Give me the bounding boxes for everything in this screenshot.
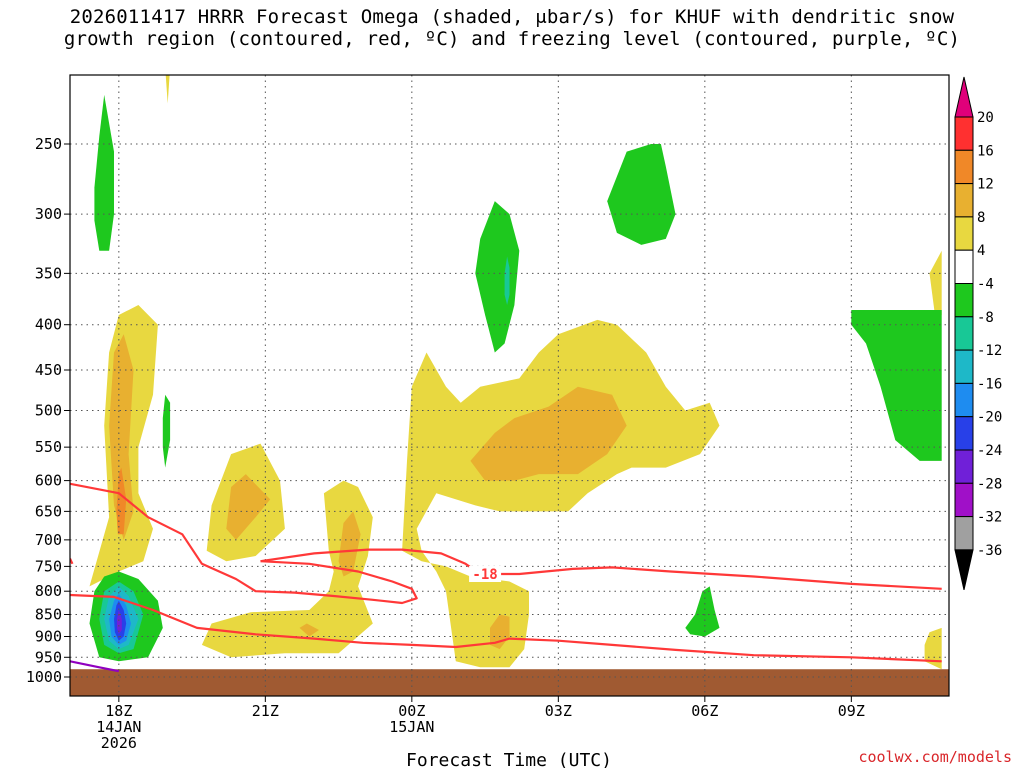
omega-region-8-1 bbox=[109, 334, 134, 540]
colorbar-swatch-11 bbox=[954, 482, 974, 518]
y-tick-label-350: 350 bbox=[35, 264, 62, 282]
omega-region-neg24-26 bbox=[116, 610, 122, 635]
colorbar-swatch-6 bbox=[954, 316, 974, 351]
y-tick-label-600: 600 bbox=[35, 472, 62, 490]
colorbar-swatch-3 bbox=[954, 216, 974, 251]
colorbar-swatch-5 bbox=[954, 283, 974, 318]
omega-region-4-11 bbox=[924, 627, 942, 670]
omega-region-4-13 bbox=[165, 75, 170, 104]
contour-0-3 bbox=[70, 660, 120, 673]
x-tick-label-21Z: 21Z bbox=[252, 702, 279, 720]
colorbar-label-6: -8 bbox=[977, 310, 994, 326]
chart-title: 2026011417 HRRR Forecast Omega (shaded, … bbox=[0, 6, 1024, 50]
omega-region-neg4-18 bbox=[607, 144, 676, 245]
colorbar-bottom-arrow bbox=[954, 549, 974, 591]
colorbar-swatch-8 bbox=[954, 382, 974, 418]
y-tick-label-750: 750 bbox=[35, 557, 62, 575]
x-tick-label-00Z: 00Z bbox=[398, 702, 425, 720]
omega-region-4-12 bbox=[929, 250, 942, 315]
colorbar-swatch-9 bbox=[954, 416, 974, 451]
y-tick-label-550: 550 bbox=[35, 438, 62, 456]
y-axis: 250 300 350 400 450 500 550 600 650 700 750 800 850 9… bbox=[26, 135, 70, 686]
y-tick-label-900: 900 bbox=[35, 627, 62, 645]
x-tick-label-03Z: 03Z bbox=[545, 702, 572, 720]
colorbar-label-1: 16 bbox=[977, 143, 994, 159]
colorbar-label-4: 4 bbox=[977, 243, 985, 259]
colorbar-label-10: -24 bbox=[977, 443, 1002, 459]
y-tick-label-400: 400 bbox=[35, 316, 62, 334]
colorbar-label-8: -16 bbox=[977, 376, 1002, 392]
x-tick-date-00Z: 15JAN bbox=[389, 718, 434, 736]
y-tick-label-650: 650 bbox=[35, 502, 62, 520]
contour-label-bg-0 bbox=[469, 566, 502, 583]
colorbar-label-7: -12 bbox=[977, 343, 1002, 359]
colorbar-swatch-1 bbox=[954, 149, 974, 185]
colorbar-label-9: -20 bbox=[977, 410, 1002, 426]
omega-region-8-6 bbox=[338, 511, 361, 577]
contour-label-0: -18 bbox=[472, 567, 497, 583]
y-tick-label-850: 850 bbox=[35, 606, 62, 624]
x-tick-date-18Z: 14JAN bbox=[96, 718, 141, 736]
terrain-layer bbox=[70, 669, 949, 696]
colorbar-swatch-0 bbox=[954, 116, 974, 151]
colorbar-swatch-7 bbox=[954, 349, 974, 384]
omega-region-neg4-19 bbox=[685, 586, 720, 637]
title-line-2: growth region (contoured, red, ºC) and f… bbox=[63, 28, 961, 50]
y-tick-label-800: 800 bbox=[35, 582, 62, 600]
title-line-1: 2026011417 HRRR Forecast Omega (shaded, … bbox=[69, 6, 955, 28]
colorbar-swatch-4 bbox=[954, 249, 974, 284]
colorbar-label-12: -32 bbox=[977, 510, 1002, 526]
colorbar-top-arrow bbox=[954, 76, 974, 118]
omega-region-neg8-17 bbox=[504, 256, 510, 305]
colorbar-swatch-2 bbox=[954, 183, 974, 218]
contour-neg12-0 bbox=[70, 482, 418, 605]
y-tick-label-700: 700 bbox=[35, 531, 62, 549]
y-tick-label-450: 450 bbox=[35, 361, 62, 379]
colorbar: 20 16 12 8 4 -4 -8 -12 -16 -20 -24 -28 -32 -36 bbox=[954, 76, 1002, 591]
x-tick-label-09Z: 09Z bbox=[838, 702, 865, 720]
y-tick-label-950: 950 bbox=[35, 648, 62, 666]
y-tick-label-500: 500 bbox=[35, 402, 62, 420]
y-tick-label-1000: 1000 bbox=[26, 668, 62, 686]
colorbar-label-5: -4 bbox=[977, 277, 994, 293]
omega-region-4-5 bbox=[201, 480, 373, 658]
colorbar-label-11: -28 bbox=[977, 476, 1002, 492]
x-tick-label-06Z: 06Z bbox=[691, 702, 718, 720]
x-tick-year-18Z: 2026 bbox=[101, 734, 137, 752]
omega-region-neg4-14 bbox=[94, 94, 114, 251]
contour-neg12-2 bbox=[70, 593, 942, 663]
x-axis-label: Forecast Time (UTC) bbox=[406, 750, 612, 768]
colorbar-label-0: 20 bbox=[977, 110, 994, 126]
y-tick-label-300: 300 bbox=[35, 205, 62, 223]
omega-region-neg4-16 bbox=[475, 201, 520, 353]
colorbar-swatch-12 bbox=[954, 516, 974, 551]
colorbar-swatch-10 bbox=[954, 449, 974, 484]
omega-region-8-7 bbox=[299, 623, 319, 637]
omega-region-neg4-20 bbox=[851, 310, 942, 461]
colorbar-label-2: 12 bbox=[977, 177, 994, 193]
plot-frame bbox=[69, 74, 950, 697]
colorbar-label-13: -36 bbox=[977, 543, 1002, 559]
omega-region-12-2 bbox=[116, 467, 127, 535]
omega-region-neg4-15 bbox=[162, 394, 171, 468]
credit-text: coolwx.com/models bbox=[858, 748, 1012, 766]
colorbar-label-3: 8 bbox=[977, 210, 985, 226]
terrain-fill bbox=[70, 669, 949, 696]
x-tick-label-18Z: 18Z bbox=[105, 702, 132, 720]
contour-layer: -18 bbox=[70, 482, 942, 673]
y-tick-label-250: 250 bbox=[35, 135, 62, 153]
omega-region-8-4 bbox=[226, 474, 271, 540]
